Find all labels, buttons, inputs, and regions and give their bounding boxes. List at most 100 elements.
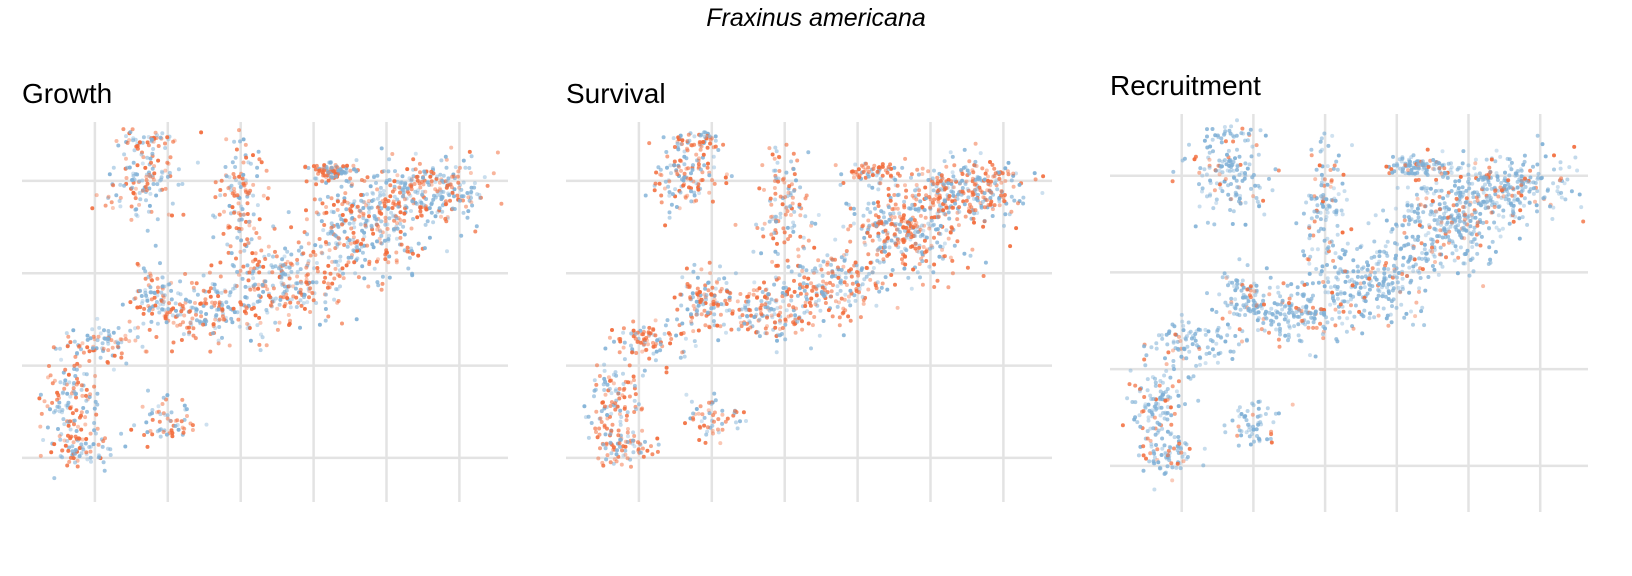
point-blue [1329, 239, 1334, 244]
point-orange [910, 234, 915, 239]
point-orange [610, 422, 615, 427]
point-blue [289, 252, 294, 257]
point-blue [1335, 287, 1340, 292]
point-orange [776, 313, 781, 318]
point-orange [337, 274, 342, 279]
point-orange [88, 431, 93, 436]
point-orange [362, 179, 367, 183]
point-orange [710, 285, 715, 290]
point-blue [240, 276, 245, 281]
point-blue [1338, 291, 1343, 296]
point-orange [640, 446, 645, 451]
point-blue [148, 156, 153, 161]
point-orange [230, 205, 235, 210]
point-orange [866, 169, 871, 174]
point-blue [96, 453, 101, 458]
point-blue [775, 252, 780, 256]
point-blue [459, 194, 464, 199]
point-orange [79, 413, 83, 418]
point-blue [1454, 202, 1459, 207]
point-blue [967, 171, 972, 176]
point-blue [1441, 174, 1445, 179]
point-orange [932, 285, 937, 289]
point-orange [606, 375, 611, 380]
point-blue [1494, 171, 1499, 176]
point-blue [1231, 168, 1236, 173]
point-orange [813, 302, 818, 307]
point-blue [823, 292, 828, 296]
point-orange [823, 301, 828, 305]
point-blue [1250, 175, 1255, 180]
point-blue [411, 217, 415, 221]
point-blue [835, 304, 840, 309]
point-orange [638, 340, 643, 345]
point-blue [1422, 242, 1427, 247]
point-orange [443, 216, 448, 221]
point-orange [755, 226, 760, 230]
point-orange [71, 386, 76, 391]
point-blue [1135, 420, 1140, 425]
point-orange [84, 450, 89, 455]
point-blue [1536, 171, 1541, 176]
point-orange [792, 322, 797, 327]
point-blue [1340, 181, 1345, 186]
point-orange [608, 404, 613, 408]
point-blue [1385, 239, 1390, 244]
point-blue [601, 442, 606, 447]
point-orange [1172, 411, 1177, 416]
point-blue [713, 286, 718, 291]
point-blue [284, 288, 289, 293]
point-blue [1239, 131, 1244, 136]
point-blue [1535, 209, 1539, 214]
point-blue [361, 199, 366, 204]
point-blue [818, 308, 823, 313]
point-blue [977, 177, 982, 182]
point-orange [694, 152, 699, 157]
point-orange [710, 178, 715, 183]
point-orange [121, 127, 126, 132]
point-orange [72, 422, 76, 427]
point-blue [1358, 245, 1363, 250]
point-blue [1009, 194, 1014, 199]
point-orange [223, 192, 227, 197]
point-orange [895, 305, 900, 310]
point-orange [716, 417, 721, 422]
point-blue [1215, 328, 1220, 333]
point-blue [430, 166, 435, 171]
point-orange [219, 178, 224, 183]
point-orange [797, 316, 801, 321]
point-orange [237, 174, 242, 179]
point-blue [321, 228, 326, 233]
point-blue [910, 202, 915, 207]
point-blue [1303, 322, 1308, 327]
point-orange [458, 165, 462, 170]
point-orange [911, 267, 916, 272]
point-blue [1350, 143, 1354, 148]
point-orange [804, 284, 809, 289]
point-blue [318, 197, 323, 202]
point-blue [111, 330, 116, 335]
point-blue [184, 407, 189, 412]
point-orange [623, 452, 628, 457]
point-blue [435, 210, 440, 215]
point-orange [745, 321, 750, 326]
point-blue [913, 188, 918, 193]
point-blue [1278, 332, 1282, 337]
point-blue [1463, 222, 1468, 226]
point-orange [654, 170, 659, 175]
point-blue [1418, 220, 1422, 225]
point-blue [1196, 398, 1201, 403]
point-blue [226, 305, 231, 310]
point-blue [1360, 331, 1365, 336]
point-blue [314, 261, 319, 265]
point-blue [1251, 308, 1255, 312]
point-blue [1448, 224, 1453, 229]
point-orange [1138, 387, 1142, 392]
point-orange [340, 202, 345, 207]
point-orange [675, 172, 680, 177]
point-blue [1254, 283, 1259, 288]
point-blue [281, 271, 286, 276]
point-blue [1377, 289, 1382, 294]
point-orange [653, 333, 658, 338]
point-blue [1575, 168, 1580, 173]
